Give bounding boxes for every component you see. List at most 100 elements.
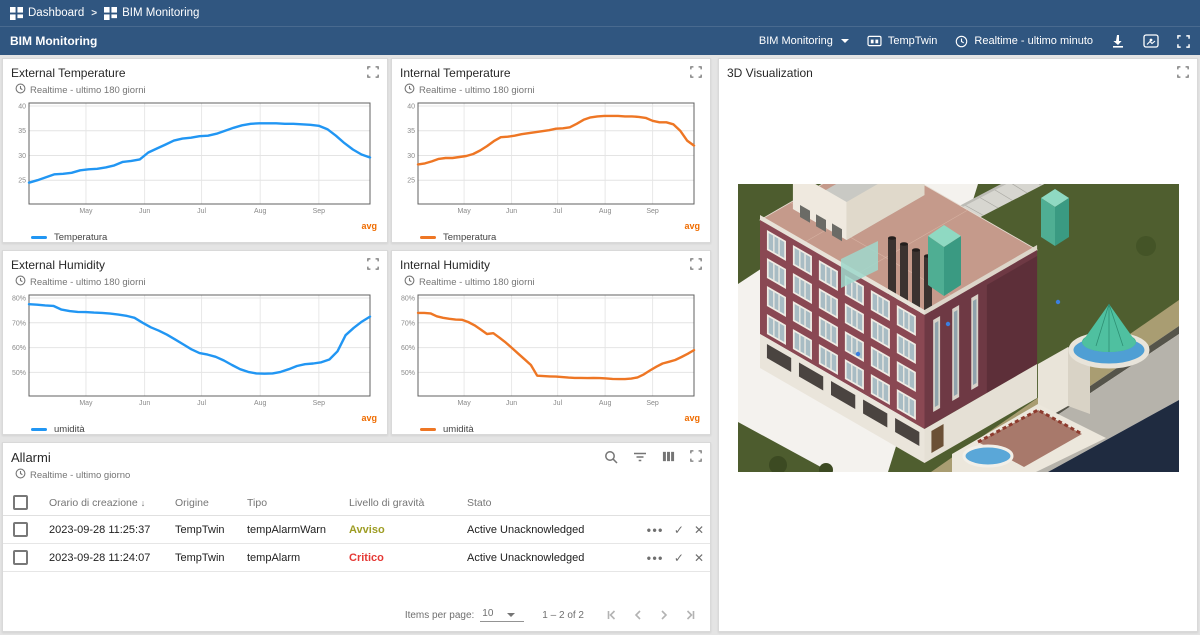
widget-internal-humidity: Internal Humidity Realtime - ultimo 180 … [391, 250, 711, 435]
svg-text:Aug: Aug [254, 400, 267, 407]
widget-timewindow[interactable]: Realtime - ultimo giorno [30, 469, 131, 481]
temperature-line-chart[interactable]: May Jun Jul Aug Sep 25 30 35 40 [394, 99, 699, 217]
widget-external-humidity: External Humidity Realtime - ultimo 180 … [2, 250, 388, 435]
svg-text:Aug: Aug [599, 400, 612, 407]
timewindow-button[interactable]: Realtime - ultimo minuto [955, 35, 1093, 48]
alarm-acknowledge-button[interactable]: ✓ [673, 522, 684, 537]
svg-text:30: 30 [407, 153, 415, 160]
widget-title: External Humidity [11, 258, 106, 272]
svg-text:Sep: Sep [646, 400, 659, 407]
humidity-line-chart[interactable]: May Jun Jul Aug Sep 50% 60% 70% 80% [5, 291, 375, 409]
widget-title: Internal Humidity [400, 258, 491, 272]
entity-select-button[interactable]: TempTwin [867, 35, 937, 47]
widget-external-temperature: External Temperature Realtime - ultimo 1… [2, 58, 388, 243]
next-page-button[interactable] [654, 605, 674, 625]
items-per-page-select[interactable]: 10 [480, 608, 525, 622]
widget-timewindow[interactable]: Realtime - ultimo 180 giorni [30, 84, 146, 96]
legend-series-label[interactable]: Temperatura [54, 232, 108, 243]
clock-icon [955, 35, 968, 48]
legend-series-label[interactable]: umidità [54, 424, 85, 435]
legend-agg-label: avg [361, 221, 377, 231]
alarm-type: tempAlarmWarn [247, 523, 327, 536]
fullscreen-icon[interactable] [1177, 34, 1190, 48]
row-checkbox[interactable] [13, 550, 28, 565]
svg-text:Jun: Jun [139, 400, 150, 407]
alarm-severity: Critico [349, 551, 384, 564]
widget-timewindow[interactable]: Realtime - ultimo 180 giorni [30, 276, 146, 288]
building-3d-model[interactable] [738, 184, 1179, 472]
alarm-status: Active Unacknowledged [467, 551, 585, 564]
legend-series-label[interactable]: umidità [443, 424, 474, 435]
column-header-status[interactable]: Stato [467, 496, 492, 509]
breadcrumb-label: BIM Monitoring [122, 7, 200, 19]
state-select-button[interactable]: BIM Monitoring [759, 35, 849, 47]
expand-icon[interactable] [1177, 66, 1189, 78]
alarm-acknowledge-button[interactable]: ✓ [673, 550, 684, 565]
legend-key [31, 428, 47, 431]
alarm-status: Active Unacknowledged [467, 523, 585, 536]
previous-page-button[interactable] [628, 605, 648, 625]
screenshot-icon[interactable] [1143, 34, 1159, 48]
column-header-severity[interactable]: Livello di gravità [349, 496, 425, 509]
legend-series-label[interactable]: Temperatura [443, 232, 497, 243]
expand-icon[interactable] [690, 258, 702, 270]
last-page-button[interactable] [680, 605, 700, 625]
alarm-table-row[interactable]: 2023-09-28 11:25:37 TempTwin tempAlarmWarn… [3, 516, 710, 544]
filter-icon[interactable] [633, 450, 647, 464]
clock-icon [15, 83, 26, 97]
alarm-clear-button[interactable]: ✕ [693, 522, 704, 537]
column-header-origin[interactable]: Origine [175, 496, 209, 509]
alarm-more-button[interactable]: ••• [646, 522, 664, 537]
alarm-more-button[interactable]: ••• [646, 550, 664, 565]
svg-text:Jun: Jun [139, 208, 150, 215]
alarm-created-time: 2023-09-28 11:24:07 [49, 551, 151, 564]
alarm-clear-button[interactable]: ✕ [693, 550, 704, 565]
expand-icon[interactable] [690, 450, 702, 464]
grass-area [738, 422, 830, 472]
items-per-page-label: Items per page: [404, 609, 475, 621]
select-all-checkbox[interactable] [13, 495, 28, 510]
column-header-created[interactable]: Orario di creazione ↓ [49, 496, 146, 509]
breadcrumb-bim-monitoring[interactable]: BIM Monitoring [104, 6, 200, 20]
svg-text:May: May [79, 400, 93, 407]
svg-text:25: 25 [18, 178, 26, 185]
row-checkbox[interactable] [13, 522, 28, 537]
legend-key [420, 236, 436, 239]
legend-key [420, 428, 436, 431]
svg-text:35: 35 [407, 128, 415, 135]
first-page-button[interactable] [602, 605, 622, 625]
widget-timewindow[interactable]: Realtime - ultimo 180 giorni [419, 84, 535, 96]
svg-text:May: May [79, 208, 93, 215]
expand-icon[interactable] [690, 66, 702, 78]
widget-alarms: Allarmi Realtime - ultimo giorno [2, 442, 711, 632]
svg-text:70%: 70% [401, 320, 415, 327]
water [1048, 400, 1179, 472]
search-icon[interactable] [604, 450, 618, 464]
clock-icon [15, 275, 26, 289]
gazebo [1082, 303, 1136, 352]
widget-title: Internal Temperature [400, 66, 511, 80]
alarm-created-time: 2023-09-28 11:25:37 [49, 523, 151, 536]
sort-desc-icon: ↓ [140, 497, 146, 508]
temperature-line-chart[interactable]: May Jun Jul Aug Sep 25 30 35 40 [5, 99, 375, 217]
column-header-type[interactable]: Tipo [247, 496, 268, 509]
svg-text:40: 40 [18, 103, 26, 110]
breadcrumb-separator: > [91, 7, 98, 19]
download-icon[interactable] [1111, 34, 1125, 48]
svg-text:Sep: Sep [313, 208, 326, 215]
legend-agg-label: avg [684, 221, 700, 231]
columns-icon[interactable] [662, 450, 675, 464]
svg-text:Jul: Jul [553, 400, 562, 407]
widget-title: 3D Visualization [727, 66, 813, 80]
expand-icon[interactable] [367, 258, 379, 270]
widget-title: External Temperature [11, 66, 126, 80]
humidity-line-chart[interactable]: May Jun Jul Aug Sep 50% 60% 70% 80% [394, 291, 699, 409]
alarm-table-row[interactable]: 2023-09-28 11:24:07 TempTwin tempAlarm Crit… [3, 544, 710, 572]
widget-timewindow[interactable]: Realtime - ultimo 180 giorni [419, 276, 535, 288]
breadcrumb-dashboard[interactable]: Dashboard [10, 6, 84, 20]
expand-icon[interactable] [367, 66, 379, 78]
pool [962, 444, 1014, 468]
clock-icon [404, 83, 415, 97]
page-range-label: 1 – 2 of 2 [542, 609, 584, 621]
alarms-table: Orario di creazione ↓ Origine Tipo Livell… [3, 490, 710, 572]
